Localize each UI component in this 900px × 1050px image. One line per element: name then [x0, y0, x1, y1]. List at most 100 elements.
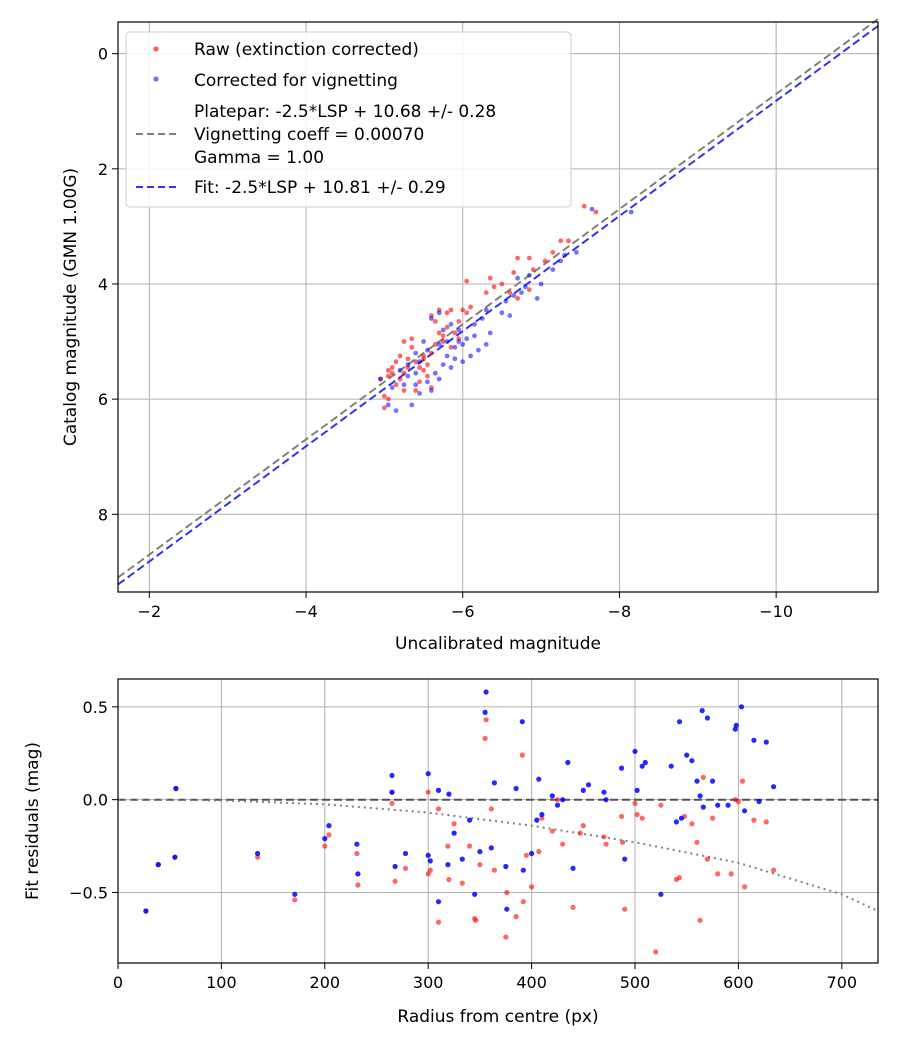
bottom-y-ticks: 0.5 0.0 −0.5 [69, 698, 118, 902]
bot-corrected-point [715, 802, 721, 808]
top-corrected-point [436, 310, 442, 316]
top-raw-point [385, 367, 391, 373]
bot-raw-point [354, 850, 360, 857]
top-corrected-point [499, 310, 505, 316]
top-corrected-point [448, 321, 454, 327]
top-corrected-point [440, 327, 446, 333]
top-corrected-point [417, 391, 422, 396]
bot-raw-point [483, 717, 489, 723]
top-raw-point [515, 255, 520, 261]
top-raw-point [413, 388, 419, 393]
bot-raw-point [446, 876, 452, 883]
top-raw-point [456, 319, 462, 324]
bot-raw-point [697, 917, 703, 923]
bot-x-tick-label: 300 [413, 973, 444, 992]
top-raw-point [432, 319, 438, 324]
bot-corrected-point [172, 854, 178, 860]
bot-corrected-point [513, 785, 519, 792]
top-y-tick-label: 0 [98, 45, 108, 64]
bot-raw-point [676, 875, 683, 881]
bot-raw-point [632, 800, 638, 807]
bot-y-tick-label: 0.5 [83, 698, 108, 717]
top-corrected-point [417, 359, 422, 365]
top-corrected-point [448, 365, 454, 370]
top-raw-point [385, 396, 391, 402]
bot-raw-point [520, 899, 526, 905]
top-raw-point [550, 249, 556, 255]
top-axes-frame [117, 21, 879, 593]
bot-corrected-point [751, 737, 757, 743]
bot-corrected-point [699, 708, 705, 714]
bot-corrected-point [560, 797, 566, 803]
bot-x-tick-label: 400 [516, 973, 547, 992]
top-corrected-point [503, 298, 509, 304]
top-data-points [378, 203, 634, 413]
top-raw-point [385, 373, 391, 379]
legend-label-raw: Raw (extinction corrected) [194, 40, 419, 60]
top-raw-point [452, 330, 458, 336]
top-corrected-point [444, 339, 450, 344]
bot-corrected-point [143, 908, 149, 914]
top-corrected-point [472, 321, 477, 327]
bot-corrected-point [529, 850, 535, 857]
top-corrected-point [550, 267, 556, 272]
top-corrected-point [534, 296, 540, 301]
top-line-platepar [117, 18, 879, 579]
top-y-ticks: 0 2 4 6 8 [98, 45, 118, 524]
bot-corrected-point [536, 776, 542, 782]
bot-corrected-point [503, 863, 509, 870]
top-corrected-point [444, 353, 450, 359]
top-raw-point [526, 255, 532, 261]
bot-x-tick-label: 0 [113, 973, 123, 992]
bot-corrected-point [354, 841, 360, 847]
bot-corrected-point [255, 850, 261, 857]
bot-raw-point [523, 852, 530, 858]
top-corrected-point [432, 370, 438, 376]
bot-corrected-point [700, 804, 706, 810]
bot-raw-point [519, 752, 525, 758]
top-corrected-point [558, 258, 564, 264]
top-raw-point [499, 281, 505, 287]
bot-corrected-point [689, 758, 695, 764]
top-corrected-point [405, 373, 411, 379]
top-raw-point [425, 373, 430, 379]
bot-corrected-point [738, 704, 745, 710]
bot-corrected-point [632, 748, 638, 755]
top-raw-point [530, 267, 536, 272]
bot-raw-point [488, 806, 494, 812]
top-raw-point [382, 393, 387, 399]
top-corrected-point [413, 370, 419, 376]
bot-x-tick-label: 200 [310, 973, 341, 992]
bot-corrected-point [472, 891, 478, 897]
top-raw-point [507, 290, 513, 295]
bot-raw-point [427, 867, 433, 873]
top-raw-point [440, 339, 446, 344]
bot-corrected-point [459, 856, 465, 862]
bottom-axes-frame [117, 678, 879, 964]
top-raw-point [448, 344, 454, 350]
legend-label-platepar: Platepar: -2.5*LSP + 10.68 +/- 0.28 [194, 102, 496, 122]
top-raw-point [436, 330, 442, 336]
top-corrected-point [385, 402, 391, 408]
bot-corrected-point [483, 689, 489, 695]
top-corrected-point [562, 252, 567, 258]
bot-raw-point [536, 849, 542, 855]
bot-raw-point [322, 843, 328, 849]
top-raw-point [417, 365, 422, 370]
bot-raw-point [771, 867, 777, 873]
bot-corrected-point [763, 739, 769, 745]
bot-corrected-point [451, 830, 457, 836]
top-corrected-point [401, 382, 407, 388]
bot-corrected-point [570, 865, 576, 871]
bot-raw-point [435, 919, 442, 925]
top-raw-point [444, 310, 450, 316]
top-corrected-point [515, 275, 520, 281]
top-x-tick-label: −8 [608, 602, 632, 621]
top-corrected-point [429, 388, 434, 393]
top-raw-point [382, 405, 387, 411]
bot-raw-point [658, 802, 664, 808]
bot-corrected-point [710, 778, 716, 784]
top-corrected-point [526, 272, 532, 278]
legend-marker-raw [153, 46, 159, 52]
